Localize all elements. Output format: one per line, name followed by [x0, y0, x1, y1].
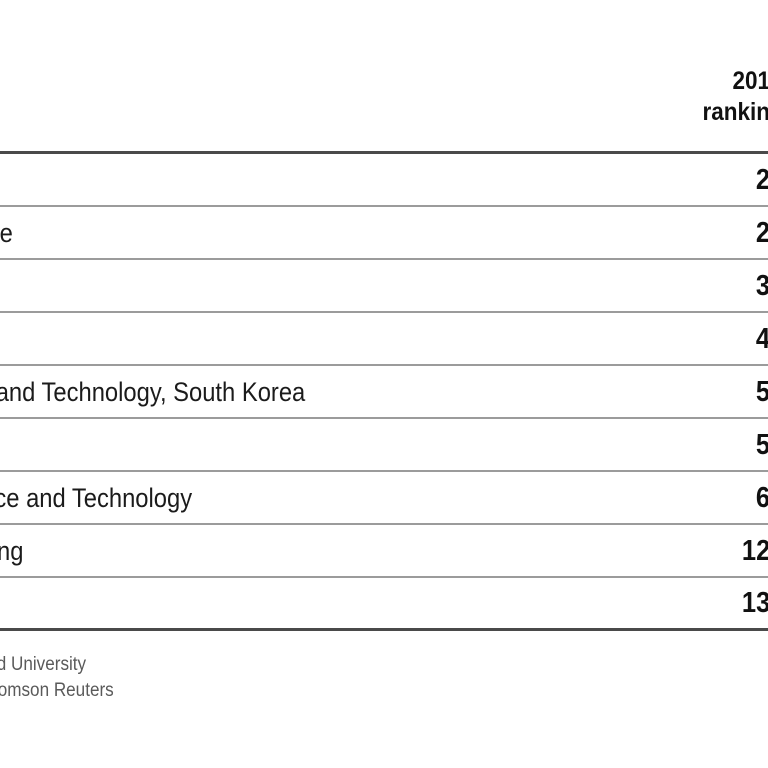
table-row: sity4: [0, 313, 768, 366]
university-rank: 5: [756, 430, 768, 460]
ranking-column-header-label: rankin: [702, 98, 768, 126]
university-rank: 6: [756, 483, 768, 513]
university-rank: 12: [741, 534, 768, 567]
source-footnote-line-1: Higher Education World University: [0, 654, 87, 675]
table-row: okyo2: [0, 154, 768, 207]
ranking-column-header: 201 rankin: [702, 66, 768, 128]
table-row: iversity of Science and Technology 6: [0, 472, 768, 525]
university-rank: 2: [756, 165, 768, 195]
table-row: rsity of Hong Kong 12: [0, 525, 768, 578]
table-row: rsity of Science and Technology, South K…: [0, 366, 768, 419]
source-footnote: Higher Education World University ith da…: [0, 652, 114, 704]
table-row: ong Kong3: [0, 260, 768, 313]
university-name: rsity of Science and Technology, South K…: [0, 376, 306, 407]
table-row: rsity of Singapore 2: [0, 207, 768, 260]
university-rank: 13: [741, 587, 768, 619]
source-footnote-line-2: ith data supplied by Thomson Reuters: [0, 680, 114, 701]
ranking-column-header-year: 201: [732, 67, 768, 95]
table-row: ersity, China5: [0, 419, 768, 472]
university-rank: 3: [756, 271, 768, 301]
university-name: rsity of Hong Kong: [0, 535, 24, 566]
university-name: iversity of Science and Technology: [0, 482, 193, 513]
rankings-table: okyo2 rsity of Singapore 2 ong Kong3sity4 rs…: [0, 151, 768, 631]
university-rank: 2: [756, 218, 768, 248]
university-rank: 5: [756, 377, 768, 407]
table-row: n University13: [0, 578, 768, 631]
university-rank: 4: [756, 324, 768, 354]
university-name: rsity of Singapore: [0, 217, 13, 248]
